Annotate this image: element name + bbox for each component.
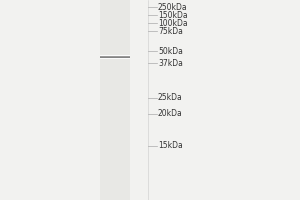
Text: 37kDa: 37kDa xyxy=(158,58,183,68)
Text: 150kDa: 150kDa xyxy=(158,10,188,20)
Text: 50kDa: 50kDa xyxy=(158,46,183,55)
Text: 20kDa: 20kDa xyxy=(158,109,183,118)
Text: 250kDa: 250kDa xyxy=(158,2,188,11)
Text: 15kDa: 15kDa xyxy=(158,142,183,150)
Text: 25kDa: 25kDa xyxy=(158,94,183,102)
Bar xyxy=(100,0,130,200)
Text: 100kDa: 100kDa xyxy=(158,19,188,27)
Text: 75kDa: 75kDa xyxy=(158,26,183,36)
